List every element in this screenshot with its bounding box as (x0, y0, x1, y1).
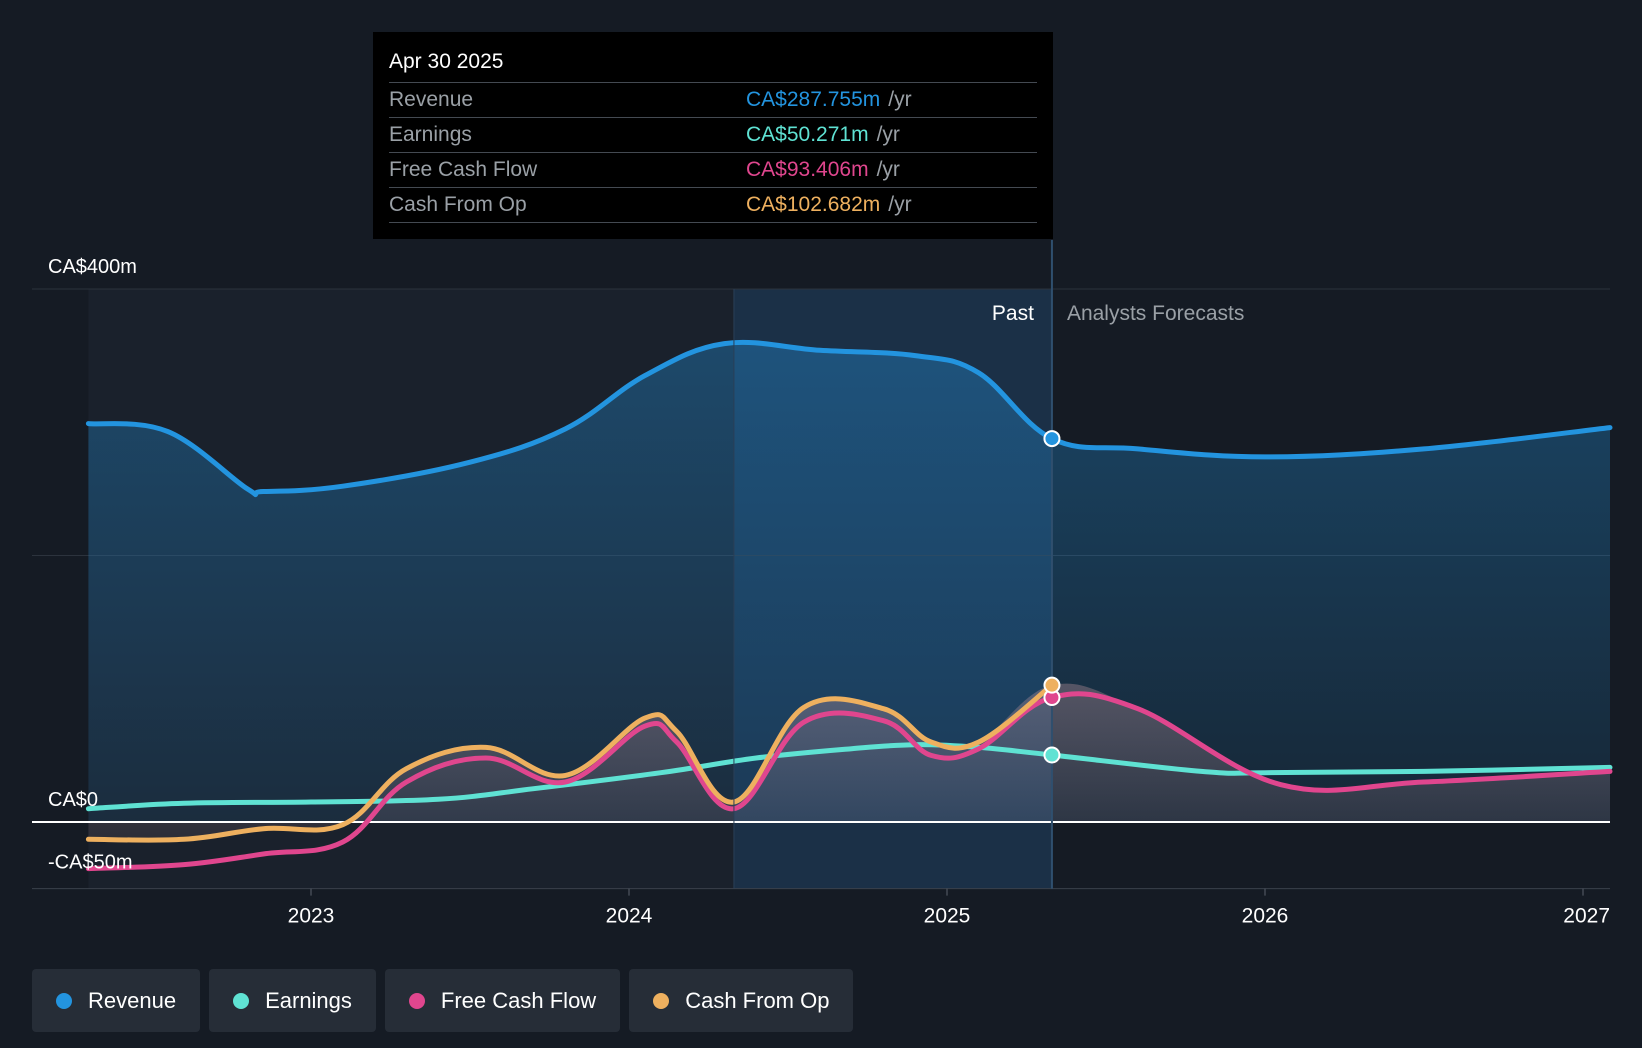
tooltip-value: CA$93.406m (746, 158, 869, 181)
legend: Revenue Earnings Free Cash Flow Cash Fro… (32, 969, 854, 1032)
tooltip-row-free-cash-flow: Free Cash Flow CA$93.406m /yr (389, 153, 1037, 188)
cfo-line (85, 682, 1055, 843)
tooltip-unit: /yr (876, 123, 900, 146)
tooltip-value: CA$102.682m (746, 193, 881, 216)
x-axis: 2023 2024 2025 2026 2027 (288, 888, 1610, 928)
earnings-marker[interactable] (1043, 746, 1061, 764)
tooltip-label: Free Cash Flow (389, 158, 538, 181)
legend-dot-icon (233, 992, 250, 1009)
revenue-line (85, 339, 1613, 498)
tooltip-row-earnings: Earnings CA$50.271m /yr (389, 118, 1037, 153)
legend-dot-icon (56, 992, 72, 1009)
x-tick-label: 2023 (288, 905, 335, 928)
legend-item-revenue[interactable]: Revenue (32, 969, 201, 1032)
legend-item-earnings[interactable]: Earnings (209, 969, 376, 1032)
revenue-area (88, 342, 1610, 822)
revenue-marker[interactable] (1043, 430, 1061, 448)
x-tick-label: 2027 (1563, 905, 1610, 928)
tooltip-label: Revenue (389, 88, 474, 111)
tooltip-unit: /yr (876, 158, 900, 181)
x-tick-label: 2025 (924, 905, 971, 928)
legend-label: Free Cash Flow (440, 987, 597, 1013)
tooltip-unit: /yr (888, 88, 912, 111)
fcf-line (85, 691, 1613, 872)
y-axis-label-400: CA$400m (48, 256, 137, 278)
forecast-label: Analysts Forecasts (1067, 302, 1244, 325)
x-tick-label: 2026 (1242, 905, 1289, 928)
legend-label: Revenue (88, 987, 177, 1013)
tooltip-unit: /yr (888, 193, 912, 216)
legend-label: Cash From Op (685, 987, 830, 1013)
y-axis-label-neg50: -CA$50m (48, 852, 132, 874)
cfo-marker[interactable] (1043, 676, 1061, 694)
y-axis-label-0: CA$0 (48, 789, 98, 811)
x-tick-label: 2024 (606, 905, 653, 928)
tooltip-row-cash-from-op: Cash From Op CA$102.682m /yr (389, 188, 1037, 223)
tooltip-value: CA$287.755m (746, 88, 881, 111)
tooltip-row-revenue: Revenue CA$287.755m /yr (389, 83, 1037, 118)
tooltip-label: Earnings (389, 123, 472, 146)
legend-label: Earnings (265, 987, 352, 1013)
past-label: Past (992, 302, 1034, 325)
legend-dot-icon (653, 992, 670, 1009)
tooltip: Apr 30 2025 Revenue CA$287.755m /yr Earn… (373, 32, 1053, 239)
tooltip-date: Apr 30 2025 (389, 46, 1037, 83)
legend-item-free-cash-flow[interactable]: Free Cash Flow (384, 969, 621, 1032)
tooltip-label: Cash From Op (389, 193, 527, 216)
cashflow-area (88, 683, 1610, 841)
earnings-line (85, 742, 1613, 812)
tooltip-value: CA$50.271m (746, 123, 869, 146)
legend-dot-icon (408, 992, 425, 1009)
legend-item-cash-from-op[interactable]: Cash From Op (629, 969, 854, 1032)
